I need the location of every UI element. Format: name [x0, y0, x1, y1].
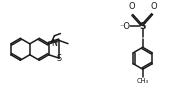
Text: S: S [57, 54, 62, 63]
Text: +: + [52, 40, 58, 45]
Text: O: O [150, 3, 157, 11]
Text: O: O [129, 3, 135, 11]
Text: S: S [139, 22, 146, 31]
Text: N: N [51, 39, 57, 48]
Text: CH₃: CH₃ [137, 78, 149, 84]
Text: ⁻O: ⁻O [119, 22, 130, 31]
